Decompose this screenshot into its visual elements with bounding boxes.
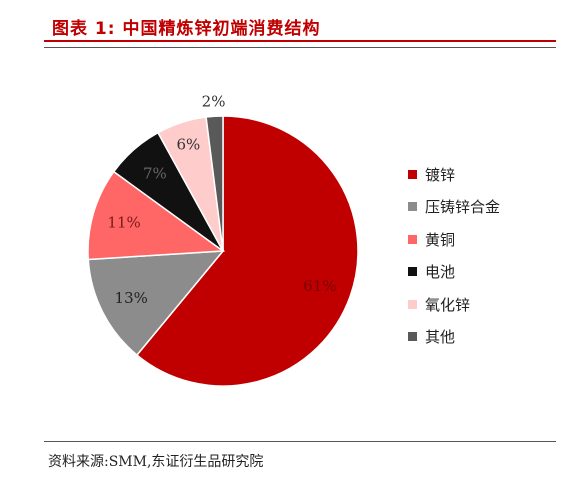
legend-swatch — [408, 234, 417, 244]
pie-label-6: 2% — [202, 92, 226, 110]
legend-label: 黄铜 — [425, 230, 456, 249]
legend-item-5: 氧化锌 — [408, 288, 578, 321]
legend-swatch — [408, 267, 417, 277]
legend-swatch — [408, 332, 417, 342]
legend-swatch — [408, 169, 417, 179]
legend-item-2: 压铸锌合金 — [408, 191, 578, 224]
legend-item-6: 其他 — [408, 321, 578, 354]
source-note: 资料来源:SMM,东证衍生品研究院 — [48, 454, 264, 470]
legend-item-4: 电池 — [408, 256, 578, 289]
pie-label-5: 6% — [176, 135, 200, 153]
legend: 镀锌压铸锌合金黄铜电池氧化锌其他 — [408, 158, 578, 353]
pie-label-3: 11% — [107, 213, 140, 231]
chart-title: 图表 1: 中国精炼锌初端消费结构 — [52, 19, 321, 39]
legend-label: 其他 — [425, 328, 456, 347]
pie-labels: 61% 13% 11% 7% 6% 2% — [107, 92, 336, 306]
pie-slice-6 — [205, 115, 224, 252]
legend-label: 压铸锌合金 — [425, 198, 501, 217]
legend-item-3: 黄铜 — [408, 223, 578, 256]
pie-slices — [87, 115, 359, 387]
pie-slice-1 — [135, 115, 359, 387]
bottom-divider — [44, 441, 556, 442]
legend-label: 氧化锌 — [425, 295, 471, 314]
top-divider — [44, 47, 556, 48]
pie-label-1: 61% — [303, 277, 336, 295]
legend-label: 电池 — [425, 263, 456, 282]
legend-swatch — [408, 299, 417, 309]
legend-item-1: 镀锌 — [408, 158, 578, 191]
legend-swatch — [408, 202, 417, 212]
pie-label-2: 13% — [115, 289, 148, 307]
pie-slice-2 — [87, 250, 225, 357]
title-underline — [44, 40, 556, 42]
title-bar: 图表 1: 中国精炼锌初端消费结构 — [8, 6, 576, 42]
pie-slice-3 — [87, 170, 226, 261]
legend-label: 镀锌 — [425, 165, 456, 184]
pie-label-4: 7% — [143, 165, 167, 183]
